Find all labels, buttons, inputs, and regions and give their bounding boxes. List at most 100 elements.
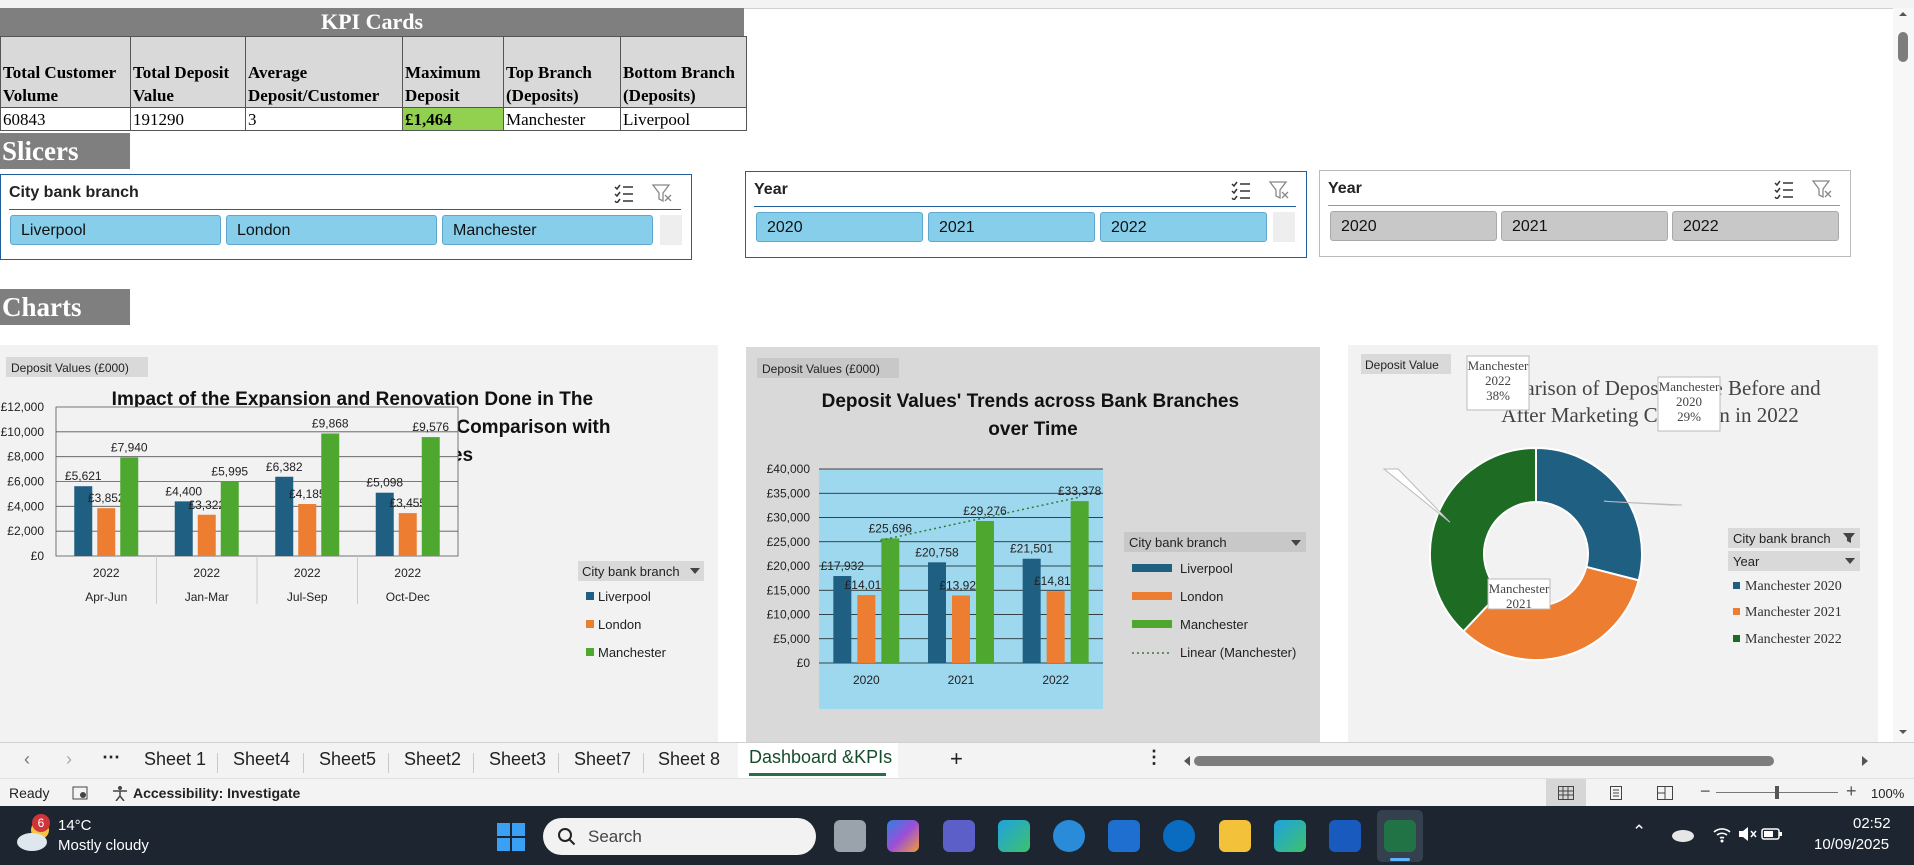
edge-icon[interactable] [998, 820, 1030, 852]
zoom-slider-thumb[interactable] [1775, 786, 1779, 799]
teams-icon[interactable] [943, 820, 975, 852]
copilot-icon[interactable] [887, 820, 919, 852]
tab-sheet3[interactable]: Sheet3 [489, 749, 547, 769]
tab-options-icon[interactable]: ⋮ [1145, 747, 1163, 767]
horizontal-scrollbar[interactable] [1176, 751, 1876, 771]
page-break-preview-icon[interactable] [1657, 786, 1673, 800]
file-explorer-icon[interactable] [1219, 820, 1251, 852]
tab-sheet4[interactable]: Sheet4 [233, 749, 291, 769]
normal-view-icon [1558, 786, 1574, 800]
slicer-year[interactable]: Year 2020 2021 2022 [745, 171, 1307, 258]
tab-sheet-8[interactable]: Sheet 8 [658, 749, 721, 769]
slicer-scrollbar[interactable] [660, 215, 682, 245]
edge-profile-icon[interactable] [1274, 820, 1306, 852]
legend-filter-button[interactable] [1124, 532, 1306, 552]
kpi-total-deposit-value[interactable]: 191290 [130, 107, 246, 131]
clear-filter-icon[interactable] [1811, 179, 1833, 199]
chart-yearly-trends[interactable]: Deposit Values (£000) Deposit Values' Tr… [746, 347, 1320, 743]
horizontal-scrollbar-track[interactable] [1176, 751, 1876, 771]
field-button-bg[interactable] [1361, 354, 1451, 374]
clock-date[interactable]: 10/09/2025 [1814, 836, 1890, 853]
chart-quarterly-deposits[interactable]: Deposit Values (£000) Impact of the Expa… [0, 345, 718, 743]
normal-view-button[interactable] [1546, 779, 1586, 807]
slicer-item-2020[interactable]: 2020 [1330, 211, 1497, 241]
clear-filter-icon[interactable] [1268, 180, 1290, 200]
help-icon[interactable] [1053, 820, 1085, 852]
tab-sheet2[interactable]: Sheet2 [404, 749, 462, 769]
slicer-item-2022[interactable]: 2022 [1672, 211, 1839, 241]
chart-campaign-donut[interactable]: Deposit Value Comparison of Deposit Valu… [1348, 345, 1878, 743]
slicer-year-unselected[interactable]: Year 2020 2021 2022 [1319, 170, 1851, 257]
kpi-bottom-branch[interactable]: Liverpool [620, 107, 747, 131]
battery-icon[interactable] [1761, 824, 1783, 844]
filter-icon[interactable] [1843, 533, 1855, 543]
chevron-down-icon[interactable] [1845, 558, 1855, 564]
zoom-out-icon[interactable]: − [1700, 781, 1711, 801]
page-layout-icon[interactable] [1608, 786, 1624, 800]
more-tabs-icon[interactable]: ⋯ [102, 747, 120, 767]
speaker-muted-icon[interactable] [1737, 824, 1757, 844]
field-button[interactable]: Deposit Values (£000) [762, 362, 880, 376]
tab-sheet7[interactable]: Sheet7 [574, 749, 632, 769]
add-sheet-icon[interactable]: + [950, 746, 963, 771]
store-icon[interactable] [1108, 820, 1140, 852]
scroll-down-icon[interactable] [1899, 730, 1907, 734]
slicer-scrollbar[interactable] [1273, 212, 1295, 242]
filter-button-year[interactable] [1728, 551, 1860, 571]
kpi-average-deposit[interactable]: 3 [245, 107, 403, 131]
filter-button-city[interactable] [1728, 528, 1860, 548]
excel-icon[interactable] [1384, 820, 1416, 852]
multi-select-icon[interactable] [1230, 180, 1252, 200]
zoom-level[interactable]: 100% [1871, 786, 1905, 801]
chevron-up-icon[interactable]: ⌃ [1632, 822, 1647, 841]
kpi-total-customer-volume[interactable]: 60843 [0, 107, 131, 131]
vertical-scrollbar-track[interactable] [1893, 8, 1914, 742]
zoom-in-icon[interactable]: + [1846, 781, 1857, 801]
slicer-item-manchester[interactable]: Manchester [442, 215, 653, 245]
tab-dashboard-kpis[interactable]: Dashboard &KPIs [738, 743, 898, 779]
multi-select-icon[interactable] [1773, 179, 1795, 199]
clear-filter-icon[interactable] [651, 183, 673, 203]
scroll-up-icon[interactable] [1899, 12, 1907, 16]
macro-record-icon[interactable] [72, 785, 90, 801]
tab-sheet-1[interactable]: Sheet 1 [144, 749, 207, 769]
tab-sheet5[interactable]: Sheet5 [319, 749, 377, 769]
field-button[interactable]: Deposit Value [1365, 358, 1439, 372]
onedrive-icon[interactable] [1669, 824, 1695, 844]
weather-description[interactable]: Mostly cloudy [58, 837, 149, 854]
multi-select-icon[interactable] [613, 183, 635, 203]
scroll-thumb[interactable] [1898, 32, 1908, 62]
kpi-maximum-deposit[interactable]: £1,464 [402, 107, 504, 131]
hp-icon[interactable] [1163, 820, 1195, 852]
accessibility-icon[interactable] [111, 785, 129, 801]
wifi-icon[interactable] [1712, 824, 1732, 844]
slicer-item-2021[interactable]: 2021 [1501, 211, 1668, 241]
chevron-down-icon[interactable] [1291, 540, 1301, 546]
task-view-icon[interactable] [834, 820, 866, 852]
weather-temperature[interactable]: 14°C [58, 817, 92, 834]
accessibility-status[interactable]: Accessibility: Investigate [133, 785, 301, 801]
field-button-bg[interactable] [6, 357, 148, 377]
legend-filter-button[interactable] [578, 561, 704, 581]
scroll-left-icon[interactable] [1184, 756, 1190, 766]
slicer-item-2021[interactable]: 2021 [928, 212, 1095, 242]
clock-time[interactable]: 02:52 [1853, 815, 1891, 832]
slicer-item-2022[interactable]: 2022 [1100, 212, 1267, 242]
field-button[interactable]: Deposit Values (£000) [11, 361, 129, 375]
chevron-left-icon[interactable]: ‹ [24, 749, 30, 769]
slicer-item-london[interactable]: London [226, 215, 437, 245]
slicer-city-bank-branch[interactable]: City bank branch Liverpool London Manche… [0, 174, 692, 260]
word-icon[interactable] [1329, 820, 1361, 852]
chevron-down-icon[interactable] [690, 568, 700, 574]
taskbar-search[interactable]: Search [543, 818, 816, 855]
vertical-scrollbar[interactable] [1893, 8, 1914, 742]
windows-start-icon[interactable] [496, 822, 526, 852]
scroll-thumb[interactable] [1194, 756, 1774, 766]
kpi-top-branch[interactable]: Manchester [503, 107, 621, 131]
field-button-bg[interactable] [757, 358, 899, 378]
chevron-right-icon[interactable]: › [66, 749, 72, 769]
slicer-item-2020[interactable]: 2020 [756, 212, 923, 242]
slicer-item-liverpool[interactable]: Liverpool [10, 215, 221, 245]
scroll-right-icon[interactable] [1862, 756, 1868, 766]
tab-label[interactable]: Dashboard &KPIs [749, 747, 893, 767]
